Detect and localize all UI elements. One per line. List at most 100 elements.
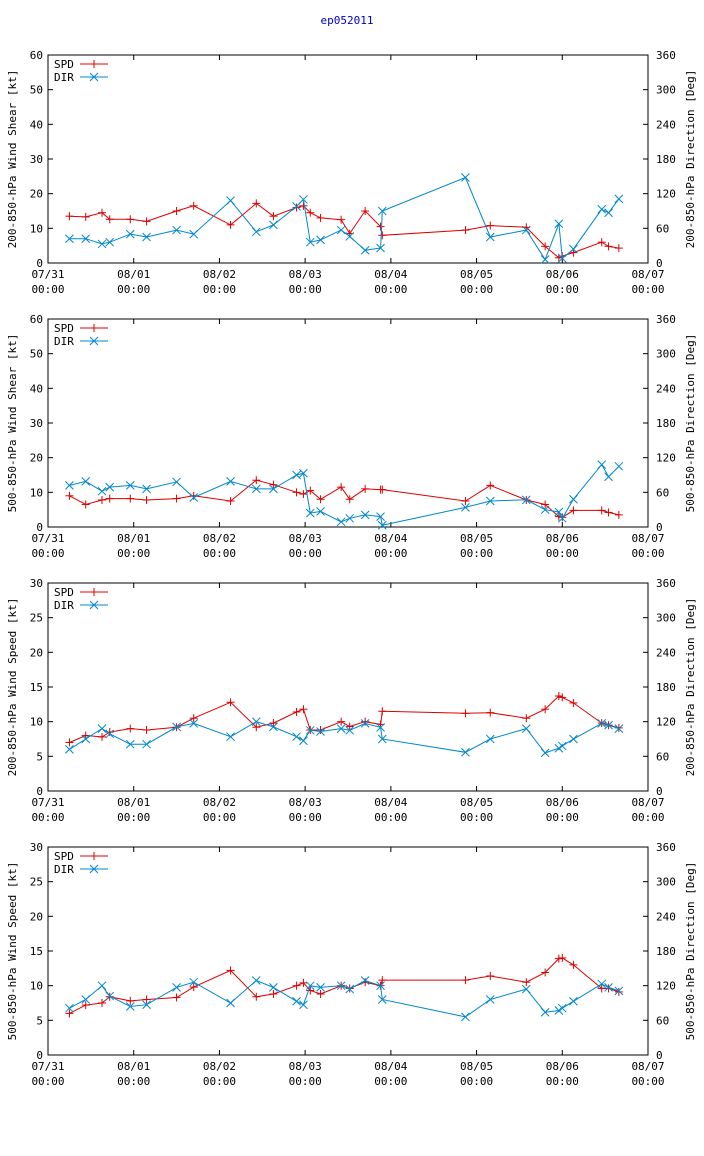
data-point-dir (336, 981, 346, 991)
y-tick-label: 40 (30, 118, 43, 131)
data-point-dir (377, 995, 387, 1004)
x-tick-label-time: 00:00 (374, 283, 407, 296)
data-point-dir (81, 734, 91, 744)
data-point-spd (81, 731, 90, 740)
x-tick-label-time: 00:00 (289, 811, 322, 824)
x-tick-label-time: 00:00 (31, 547, 64, 560)
data-point-dir (336, 724, 346, 733)
y-tick-label: 0 (36, 1049, 43, 1062)
data-point-dir (485, 232, 495, 242)
data-point-dir (316, 983, 325, 992)
x-tick-label-time: 00:00 (631, 283, 664, 296)
data-point-dir (336, 225, 346, 235)
data-point-dir (65, 745, 74, 754)
data-point-dir (540, 748, 550, 758)
data-point-dir (521, 225, 531, 235)
x-tick-label-time: 00:00 (31, 283, 64, 296)
x-tick-label-time: 00:00 (460, 283, 493, 296)
data-point-dir (316, 235, 325, 245)
y2-tick-label: 0 (656, 785, 663, 798)
x-tick-label-time: 00:00 (117, 1075, 150, 1088)
x-tick-label-time: 00:00 (289, 1075, 322, 1088)
data-point-spd (378, 707, 387, 716)
data-point-dir (105, 729, 115, 739)
data-point-spd (126, 724, 135, 733)
data-point-dir (251, 227, 261, 237)
legend-label: DIR (54, 71, 74, 84)
y2-tick-label: 180 (656, 153, 676, 166)
data-point-spd (126, 996, 135, 1005)
data-point-dir (554, 507, 564, 517)
data-point-spd (142, 495, 151, 504)
data-point-spd (569, 960, 578, 969)
data-point-dir (125, 229, 135, 239)
data-point-spd (461, 709, 470, 718)
data-point-spd (65, 491, 74, 500)
chart-panel-1: 0 10 20 30 40 50 60 0 60 120 180 240 300 360 07/31 00:0… (6, 49, 697, 296)
y-tick-label: 5 (36, 750, 43, 763)
data-point-dir (597, 979, 607, 989)
legend-label: DIR (54, 863, 74, 876)
data-point-spd (292, 981, 301, 990)
series-line-spd (69, 695, 620, 743)
data-point-dir (540, 1007, 550, 1017)
y-tick-label: 30 (30, 841, 43, 854)
legend-entry-dir: DIR (54, 863, 108, 876)
data-point-spd (569, 248, 578, 257)
data-point-spd (361, 484, 370, 493)
x-tick-label-time: 00:00 (31, 1075, 64, 1088)
y2-tick-label: 120 (656, 980, 676, 993)
y2-tick-label: 300 (656, 612, 676, 625)
y-tick-label: 20 (30, 910, 43, 923)
data-point-spd (226, 698, 235, 707)
data-point-spd (172, 494, 181, 503)
plot-frame (47, 54, 649, 264)
x-tick-label-date: 08/01 (117, 532, 150, 545)
data-point-spd (541, 705, 550, 714)
series-spd (65, 199, 623, 262)
data-point-spd (337, 717, 346, 726)
data-point-spd (65, 738, 74, 747)
x-tick-label-date: 08/07 (631, 532, 664, 545)
data-point-dir (299, 195, 308, 204)
data-point-spd (522, 714, 531, 723)
y2-tick-label: 180 (656, 945, 676, 958)
data-point-dir (345, 984, 355, 994)
x-tick-label-time: 00:00 (374, 811, 407, 824)
data-point-dir (360, 719, 370, 728)
y-tick-label: 20 (30, 646, 43, 659)
y-tick-label: 30 (30, 153, 43, 166)
x-tick-label-date: 08/07 (631, 796, 664, 809)
data-point-dir (172, 477, 181, 487)
data-point-dir (65, 1003, 74, 1013)
data-point-spd (98, 732, 106, 741)
data-point-dir (376, 512, 385, 521)
data-point-spd (65, 1009, 74, 1018)
x-tick-label-date: 08/04 (374, 796, 407, 809)
data-point-spd (189, 983, 198, 992)
data-point-dir (142, 232, 151, 242)
data-point-spd (316, 725, 325, 734)
data-point-spd (252, 992, 261, 1001)
data-point-dir (189, 493, 199, 502)
data-point-dir (569, 996, 578, 1006)
y2-tick-label: 180 (656, 681, 676, 694)
x-tick-label-time: 00:00 (460, 547, 493, 560)
y-axis-label: 500-850-hPa Wind Speed [kt] (6, 862, 19, 1041)
data-point-dir (360, 510, 370, 520)
y2-tick-label: 360 (656, 49, 676, 62)
data-point-spd (105, 494, 114, 503)
legend-label: SPD (54, 586, 74, 599)
data-point-dir (105, 237, 115, 247)
y2-tick-label: 300 (656, 348, 676, 361)
data-point-dir (461, 503, 470, 512)
data-point-dir (189, 719, 199, 728)
data-point-dir (292, 996, 301, 1006)
data-point-dir (81, 995, 91, 1004)
data-point-dir (614, 461, 624, 471)
data-point-spd (172, 207, 181, 215)
x-tick-label-date: 08/05 (460, 532, 493, 545)
legend-marker (90, 588, 98, 596)
chart-title: ep052011 (321, 14, 374, 27)
y2-tick-label: 0 (656, 521, 663, 534)
